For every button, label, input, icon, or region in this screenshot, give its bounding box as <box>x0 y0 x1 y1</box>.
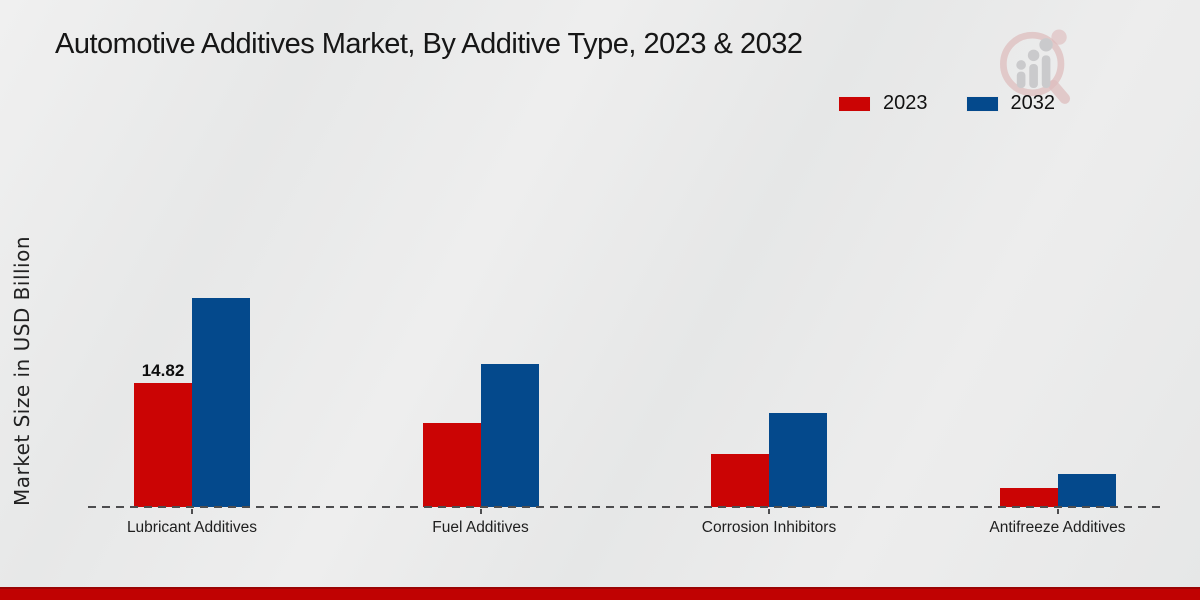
bar-2032-fuel-additives <box>480 363 539 507</box>
legend-swatch-2023 <box>838 95 871 112</box>
bar-2032-antifreeze-additives <box>1057 473 1116 507</box>
bar-value-label: 14.82 <box>141 360 185 380</box>
legend-item-2032: 2032 <box>965 92 1056 115</box>
x-axis-tick <box>768 509 770 514</box>
footer-accent-bar <box>0 587 1200 600</box>
bar-2023-antifreeze-additives <box>999 487 1058 507</box>
category-label-corrosion-inhibitors: Corrosion Inhibitors <box>701 519 837 536</box>
legend-swatch-2032 <box>965 95 999 112</box>
bar-2023-lubricant-additives <box>134 383 192 507</box>
bar-group-antifreeze-additives <box>999 473 1116 507</box>
legend-item-2023: 2023 <box>838 92 928 115</box>
x-axis-tick <box>479 509 482 514</box>
bar-group-fuel-additives <box>422 363 539 507</box>
category-label-lubricant-additives: Lubricant Additives <box>126 519 258 536</box>
bar-2023-corrosion-inhibitors <box>711 453 769 507</box>
bar-2032-corrosion-inhibitors <box>769 413 827 507</box>
legend: 2023 2032 <box>838 92 1055 115</box>
category-label-fuel-additives: Fuel Additives <box>432 519 529 536</box>
bar-2032-lubricant-additives <box>192 297 250 507</box>
bar-2023-fuel-additives <box>422 423 481 507</box>
x-axis-tick <box>191 509 193 514</box>
brand-watermark-magnifier-chart-icon <box>1000 29 1071 104</box>
bar-group-lubricant-additives <box>134 297 250 507</box>
category-label-antifreeze-additives: Antifreeze Additives <box>989 519 1126 536</box>
y-axis-label: Market Size in USD Billion <box>10 235 34 507</box>
legend-label-2032: 2032 <box>1010 92 1056 114</box>
plot-area: Lubricant Additives Fuel Additives Corrosi… <box>88 160 1165 536</box>
x-axis-tick <box>1056 509 1059 514</box>
chart-title: Automotive Additives Market, By Additive… <box>55 28 803 60</box>
bar-group-corrosion-inhibitors <box>711 413 827 507</box>
legend-label-2023: 2023 <box>883 92 928 114</box>
